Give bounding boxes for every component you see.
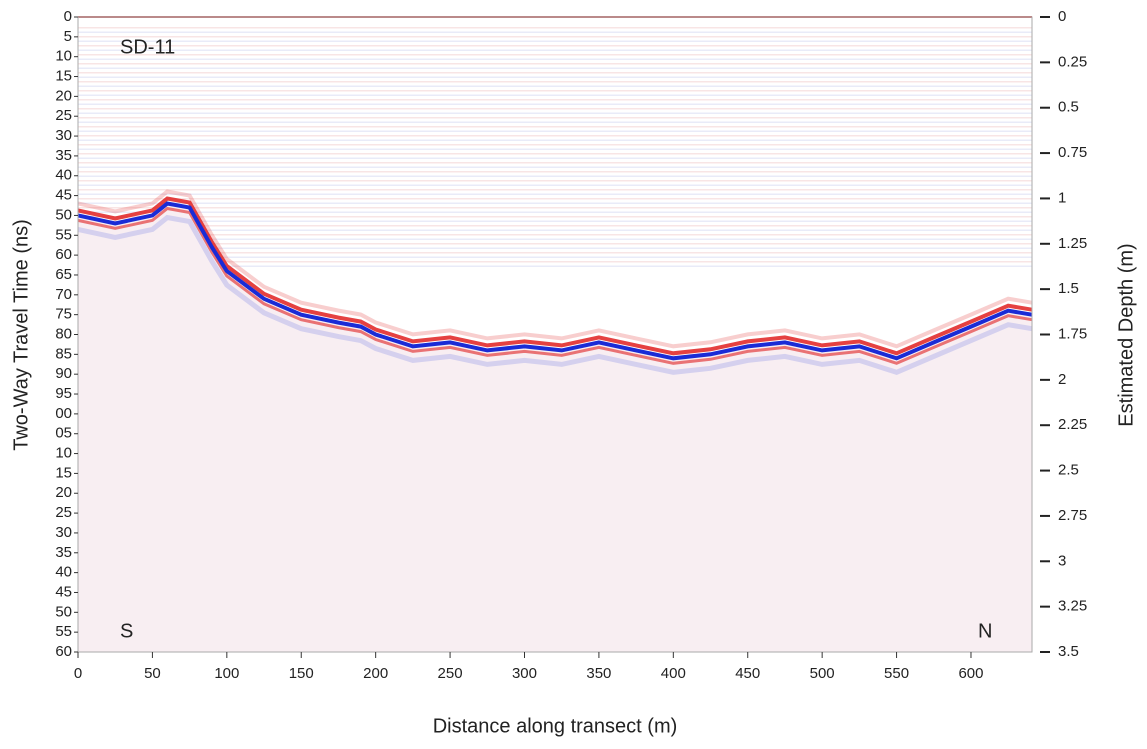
y-tick-label: 5 [64, 28, 72, 45]
y-tick-label: 80 [55, 325, 72, 342]
y-tick-label: 30 [55, 524, 72, 541]
y-tick-label: 25 [55, 107, 72, 124]
y-tick-label: 0 [64, 8, 72, 25]
y2-tick-label: 0.5 [1058, 99, 1079, 116]
reflector-halo [77, 214, 1033, 375]
y-tick-label: 65 [55, 266, 72, 283]
x-tick-label: 200 [363, 665, 388, 682]
y-tick-label: 05 [55, 425, 72, 442]
y-tick-label: 85 [55, 345, 72, 362]
x-tick-label: 100 [214, 665, 239, 682]
y-tick-label: 75 [55, 306, 72, 323]
y-tick-label: 45 [55, 583, 72, 600]
y-tick-label: 55 [55, 623, 72, 640]
y-tick-label: 10 [55, 445, 72, 462]
y-tick-label: 90 [55, 365, 72, 382]
subsurface-zone [78, 203, 1032, 652]
y-tick-label: 50 [55, 206, 72, 223]
y2-tick-label: 3.25 [1058, 598, 1087, 615]
y-tick-label: 50 [55, 603, 72, 620]
profile-label: SD-11 [120, 36, 175, 58]
reflector-band [77, 196, 1033, 356]
y2-tick-label: 1.25 [1058, 235, 1087, 252]
y-tick-label: 55 [55, 226, 72, 243]
y2-tick-label: 2.75 [1058, 507, 1087, 524]
y2-tick-label: 1.75 [1058, 325, 1087, 342]
y-tick-label: 35 [55, 544, 72, 561]
direction-label: S [120, 620, 133, 642]
reflector-band [77, 206, 1033, 365]
y-tick-label: 95 [55, 385, 72, 402]
reflector-line [77, 201, 1033, 361]
x-tick-label: 550 [884, 665, 909, 682]
y2-tick-label: 2 [1058, 371, 1066, 388]
y-tick-label: 10 [55, 48, 72, 65]
y-tick-label: 15 [55, 68, 72, 85]
y-tick-label: 70 [55, 286, 72, 303]
x-tick-label: 500 [810, 665, 835, 682]
y-tick-label: 45 [55, 187, 72, 204]
y-tick-label: 25 [55, 504, 72, 521]
y-tick-label: 60 [55, 246, 72, 263]
x-tick-label: 150 [289, 665, 314, 682]
y2-tick-label: 3.5 [1058, 643, 1079, 660]
y-tick-label: 00 [55, 405, 72, 422]
y-tick-label: 15 [55, 464, 72, 481]
y2-tick-label: 2.25 [1058, 416, 1087, 433]
x-tick-label: 400 [661, 665, 686, 682]
x-tick-label: 250 [438, 665, 463, 682]
x-tick-label: 50 [144, 665, 161, 682]
y-tick-label: 30 [55, 127, 72, 144]
y2-tick-label: 0.25 [1058, 53, 1087, 70]
x-axis-label: Distance along transect (m) [433, 715, 678, 737]
y-tick-label: 40 [55, 167, 72, 184]
x-tick-label: 0 [74, 665, 82, 682]
y2-tick-label: 1.5 [1058, 280, 1079, 297]
x-tick-label: 300 [512, 665, 537, 682]
y2-tick-label: 2.5 [1058, 462, 1079, 479]
reflector-halo [77, 189, 1033, 349]
y-tick-label: 20 [55, 484, 72, 501]
y-tick-label: 20 [55, 87, 72, 104]
direction-label: N [978, 620, 992, 642]
y-tick-label: 40 [55, 564, 72, 581]
x-tick-label: 600 [958, 665, 983, 682]
y-tick-label: 60 [55, 643, 72, 660]
y2-tick-label: 1 [1058, 189, 1066, 206]
y-tick-label: 35 [55, 147, 72, 164]
y2-tick-label: 0 [1058, 8, 1066, 25]
x-tick-label: 450 [735, 665, 760, 682]
x-tick-label: 350 [586, 665, 611, 682]
background-bands [78, 27, 1032, 267]
y2-axis-label: Estimated Depth (m) [1115, 243, 1137, 426]
y-axis-label: Two-Way Travel Time (ns) [10, 219, 32, 451]
y2-tick-label: 3 [1058, 552, 1066, 569]
y2-tick-label: 0.75 [1058, 144, 1087, 161]
